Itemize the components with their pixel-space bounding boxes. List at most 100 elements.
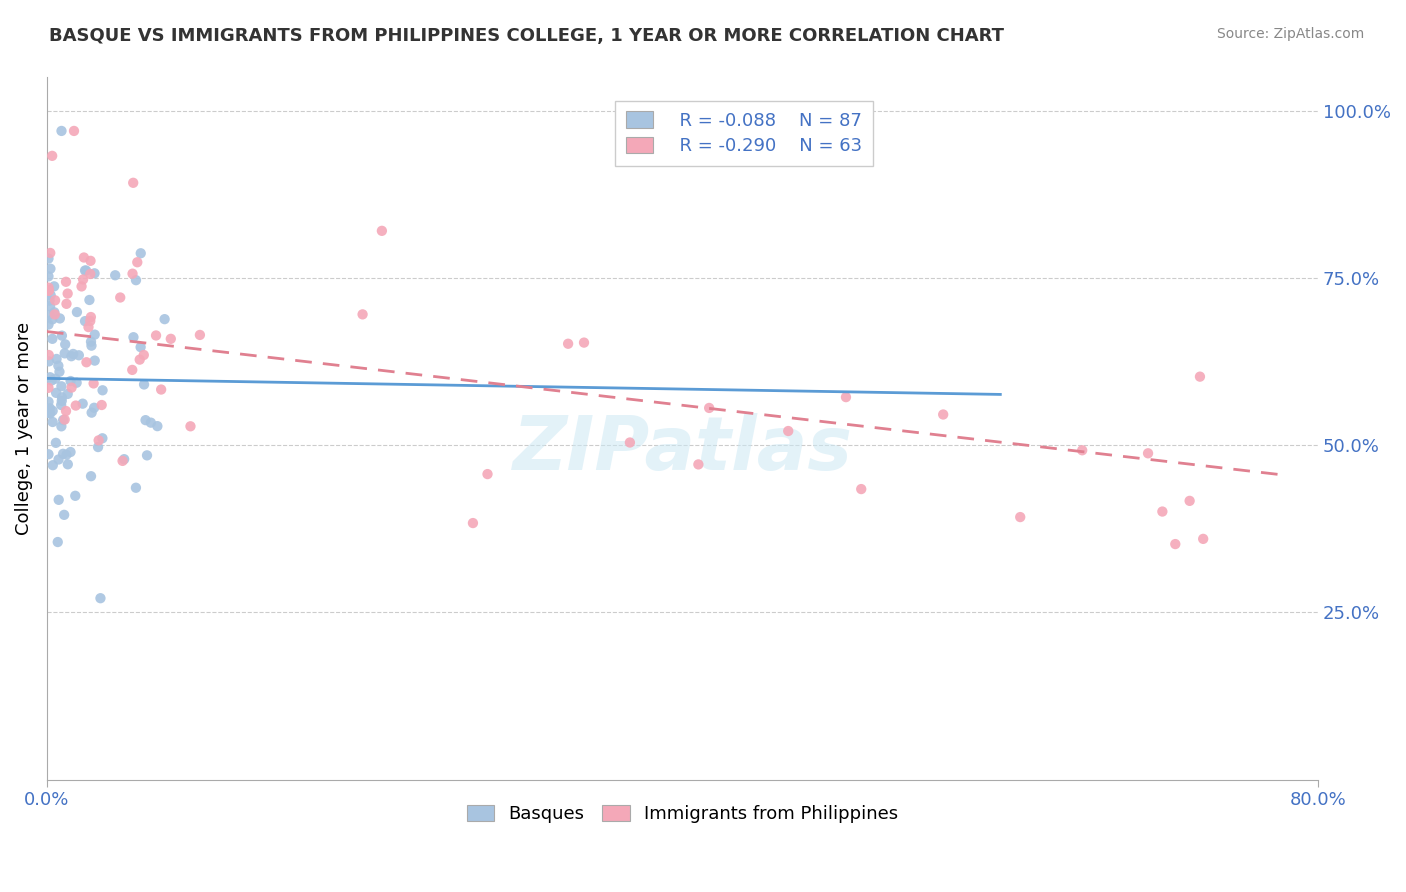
Point [135,413,157,427]
Point [153,312,176,326]
Point [70,279,93,293]
Point [38,293,60,308]
Point [39,370,62,384]
Point [42,458,65,473]
Point [129,340,152,354]
Point [112,452,135,467]
Point [132,348,155,362]
Text: ZIPatlas: ZIPatlas [513,413,852,486]
Point [59,445,82,459]
Point [49,311,72,326]
Point [44,372,66,386]
Point [79,314,101,328]
Point [778,424,800,438]
Point [39,299,62,313]
Point [41,415,63,429]
Point [46,535,69,549]
Point [80,469,103,483]
Point [352,307,374,321]
Point [87,434,110,448]
Point [52,413,75,427]
Point [45,385,67,400]
Point [122,176,145,190]
Point [37,318,59,332]
Point [73,314,96,328]
Point [619,435,641,450]
Point [56,387,79,401]
Point [52,447,75,461]
Point [104,268,127,283]
Point [44,305,66,319]
Point [132,377,155,392]
Point [1188,369,1211,384]
Point [83,401,105,415]
Point [45,351,67,366]
Point [1010,510,1032,524]
Point [932,408,955,422]
Point [44,308,66,322]
Point [51,124,73,138]
Point [37,252,59,266]
Point [56,286,79,301]
Point [150,383,173,397]
Point [39,407,62,421]
Text: Source: ZipAtlas.com: Source: ZipAtlas.com [1216,27,1364,41]
Point [53,337,76,351]
Legend: Basques, Immigrants from Philippines: Basques, Immigrants from Philippines [456,794,908,834]
Point [41,149,63,163]
Point [75,263,97,277]
Point [83,353,105,368]
Point [51,419,73,434]
Point [128,352,150,367]
Point [44,279,66,293]
Point [80,406,103,420]
Point [1137,446,1160,460]
Point [37,403,59,417]
Point [48,359,70,373]
Point [80,339,103,353]
Point [835,390,858,404]
Point [72,397,94,411]
Point [145,328,167,343]
Point [136,448,159,462]
Point [65,399,87,413]
Point [38,348,60,362]
Point [79,267,101,281]
Point [41,404,63,418]
Point [38,394,60,409]
Point [38,284,60,298]
Point [55,404,77,418]
Point [1178,494,1201,508]
Point [51,390,73,404]
Point [83,327,105,342]
Point [110,291,132,305]
Point [121,363,143,377]
Point [572,335,595,350]
Point [72,272,94,286]
Point [59,374,82,388]
Point [38,354,60,368]
Point [37,447,59,461]
Point [38,308,60,322]
Point [127,255,149,269]
Point [41,332,63,346]
Point [125,481,148,495]
Point [89,591,111,606]
Point [67,348,90,362]
Point [371,224,394,238]
Point [139,416,162,430]
Point [39,246,62,260]
Point [122,330,145,344]
Point [688,458,710,472]
Point [557,336,579,351]
Point [1152,504,1174,518]
Point [39,261,62,276]
Point [51,379,73,393]
Point [461,516,484,530]
Point [48,492,70,507]
Point [51,328,73,343]
Y-axis label: College, 1 year or more: College, 1 year or more [15,322,32,535]
Point [48,452,70,467]
Point [37,269,59,284]
Point [179,419,201,434]
